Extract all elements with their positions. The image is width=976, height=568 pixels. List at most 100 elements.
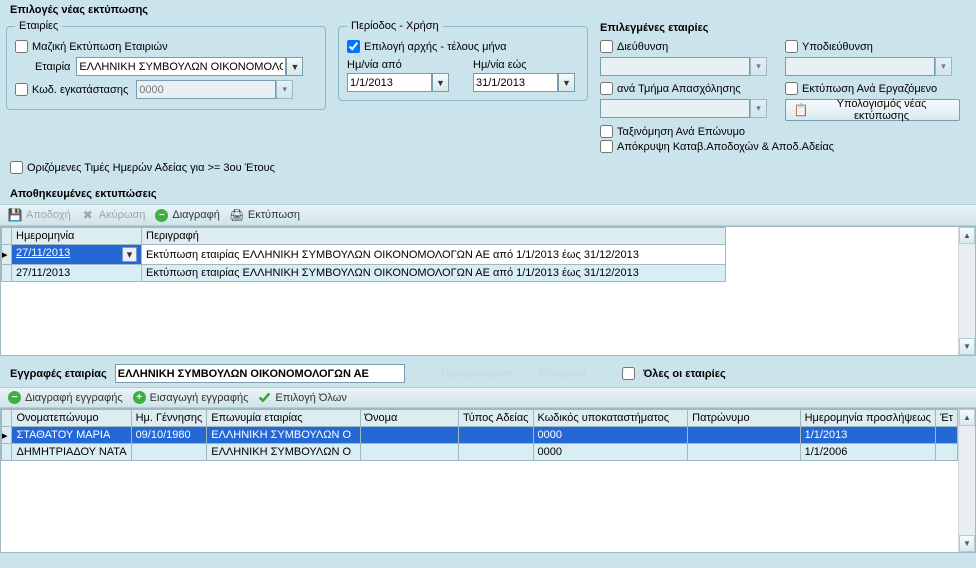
print-label: Εκτύπωση — [248, 209, 300, 221]
rec-scroll-up-icon[interactable]: ▲ — [959, 409, 975, 426]
scroll-down-icon[interactable]: ▼ — [959, 338, 975, 355]
records-grid[interactable]: Ονοματεπώνυμο Ημ. Γέννησης Επωνυμία εται… — [1, 409, 958, 461]
saved-scrollbar[interactable]: ▲ ▼ — [958, 227, 975, 355]
cell — [688, 427, 800, 444]
col-corp[interactable]: Επωνυμία εταιρίας — [207, 410, 360, 427]
table-row[interactable]: ΔΗΜΗΤΡΙΑΔΟΥ ΝΑΤΑΕΛΛΗΝΙΚΗ ΣΥΜΒΟΥΛΩΝ Ο0000… — [2, 444, 958, 461]
date-to-input[interactable] — [473, 73, 558, 92]
insert-row-label: Εισαγωγή εγγραφής — [150, 392, 249, 404]
records-scrollbar[interactable]: ▲ ▼ — [958, 409, 975, 552]
cell: 0000 — [533, 444, 688, 461]
scroll-up-icon[interactable]: ▲ — [959, 227, 975, 244]
all-companies-checkbox[interactable] — [622, 367, 635, 380]
cancel-button[interactable]: ✖ Ακύρωση — [81, 208, 146, 222]
calc-button[interactable]: 📋 Υπολογισμός νέας εκτύπωσης — [785, 99, 960, 121]
install-code-label: Κωδ. εγκατάστασης — [32, 84, 128, 96]
col-oname[interactable]: Όνομα — [360, 410, 458, 427]
company-combo[interactable] — [76, 57, 286, 76]
delete-icon — [155, 209, 168, 222]
subdirection-combo[interactable] — [785, 57, 935, 76]
subdirection-checkbox[interactable] — [785, 40, 798, 53]
bulk-print-checkbox[interactable] — [15, 40, 28, 53]
cell: 0000 — [533, 427, 688, 444]
options-region: Εταιρίες Μαζική Εκτύπωση Εταιριών Εταιρί… — [0, 18, 976, 182]
cell — [360, 444, 458, 461]
col-hire[interactable]: Ημερομηνία προσλήψεως — [800, 410, 935, 427]
defined-days-checkbox[interactable] — [10, 161, 23, 174]
col-desc-header[interactable]: Περιγραφή — [142, 228, 726, 245]
delete-row-icon — [8, 391, 21, 404]
accept-button[interactable]: 💾 Αποδοχή — [8, 208, 71, 222]
range-label: Επιλογή αρχής - τέλους μήνα — [364, 41, 506, 53]
col-leave[interactable]: Τύπος Αδείας — [458, 410, 533, 427]
records-toolbar: Διαγραφή εγγραφής Εισαγωγή εγγραφής Επιλ… — [0, 387, 976, 408]
next-button[interactable]: Επόμενη — [539, 368, 586, 380]
col-date-header[interactable]: Ημερομηνία — [12, 228, 142, 245]
rec-scroll-down-icon[interactable]: ▼ — [959, 535, 975, 552]
install-code-combo-button[interactable]: ▾ — [276, 80, 293, 99]
row-indicator — [2, 265, 12, 282]
cell-date: 27/11/2013 ▾ — [12, 245, 142, 265]
cell: 1/1/2006 — [800, 444, 935, 461]
selected-title: Επιλεγμένες εταιρίες — [600, 20, 970, 38]
records-company-field[interactable] — [115, 364, 405, 383]
by-dept-combo-button[interactable]: ▾ — [750, 99, 767, 118]
row-indicator — [2, 444, 12, 461]
by-dept-label: ανά Τμήμα Απασχόλησης — [617, 83, 741, 95]
saved-grid-wrapper: Ημερομηνία Περιγραφή ▸27/11/2013 ▾Εκτύπω… — [0, 226, 976, 356]
bulk-print-label: Μαζική Εκτύπωση Εταιριών — [32, 41, 168, 53]
date-from-label: Ημ/νία από — [347, 59, 449, 71]
col-dob[interactable]: Ημ. Γέννησης — [131, 410, 207, 427]
direction-combo[interactable] — [600, 57, 750, 76]
sort-surname-checkbox[interactable] — [600, 125, 613, 138]
table-row[interactable]: ▸ΣΤΑΘΑΤΟΥ ΜΑΡΙΑ09/10/1980ΕΛΛΗΝΙΚΗ ΣΥΜΒΟΥ… — [2, 427, 958, 444]
install-code-combo[interactable] — [136, 80, 276, 99]
companies-legend: Εταιρίες — [15, 20, 62, 32]
date-from-button[interactable]: ▼ — [432, 73, 449, 92]
prev-button[interactable]: Προηγούμενη — [441, 368, 513, 380]
cell: 1/1/2013 — [800, 427, 935, 444]
period-fieldset: Περίοδος - Χρήση Επιλογή αρχής - τέλους … — [338, 20, 588, 101]
col-name[interactable]: Ονοματεπώνυμο — [12, 410, 131, 427]
table-row[interactable]: 27/11/2013Εκτύπωση εταιρίας ΕΛΛΗΝΙΚΗ ΣΥΜ… — [2, 265, 726, 282]
calc-icon: 📋 — [794, 103, 808, 117]
delete-row-button[interactable]: Διαγραφή εγγραφής — [8, 391, 123, 404]
col-branch[interactable]: Κωδικός υποκαταστήματος — [533, 410, 688, 427]
select-all-button[interactable]: Επιλογή Όλων — [258, 391, 346, 404]
cell: ΕΛΛΗΝΙΚΗ ΣΥΜΒΟΥΛΩΝ Ο — [207, 427, 360, 444]
companies-fieldset: Εταιρίες Μαζική Εκτύπωση Εταιριών Εταιρί… — [6, 20, 326, 110]
cell — [935, 427, 957, 444]
by-dept-combo[interactable] — [600, 99, 750, 118]
row-indicator: ▸ — [2, 427, 12, 444]
insert-row-button[interactable]: Εισαγωγή εγγραφής — [133, 391, 249, 404]
delete-row-label: Διαγραφή εγγραφής — [25, 392, 123, 404]
hide-payroll-checkbox[interactable] — [600, 140, 613, 153]
cell: 09/10/1980 — [131, 427, 207, 444]
table-row[interactable]: ▸27/11/2013 ▾Εκτύπωση εταιρίας ΕΛΛΗΝΙΚΗ … — [2, 245, 726, 265]
cell — [458, 444, 533, 461]
range-checkbox[interactable] — [347, 40, 360, 53]
print-button[interactable]: 🖨 Εκτύπωση — [230, 208, 300, 222]
date-to-button[interactable]: ▼ — [558, 73, 575, 92]
direction-checkbox[interactable] — [600, 40, 613, 53]
records-title: Εγγραφές εταιρίας — [10, 368, 107, 380]
by-dept-checkbox[interactable] — [600, 82, 613, 95]
cell-desc: Εκτύπωση εταιρίας ΕΛΛΗΝΙΚΗ ΣΥΜΒΟΥΛΩΝ ΟΙΚ… — [142, 265, 726, 282]
print-icon: 🖨 — [230, 208, 244, 222]
date-from-input[interactable] — [347, 73, 432, 92]
company-combo-button[interactable]: ▼ — [286, 57, 303, 76]
col-year[interactable]: Έτ — [935, 410, 957, 427]
install-code-checkbox[interactable] — [15, 83, 28, 96]
sort-surname-label: Ταξινόμηση Ανά Επώνυμο — [617, 126, 745, 138]
col-father[interactable]: Πατρώνυμο — [688, 410, 800, 427]
per-employee-checkbox[interactable] — [785, 82, 798, 95]
delete-button[interactable]: Διαγραφή — [155, 209, 220, 222]
row-indicator-header — [2, 228, 12, 245]
records-header: Εγγραφές εταιρίας Προηγούμενη Επόμενη Όλ… — [0, 356, 976, 387]
saved-grid[interactable]: Ημερομηνία Περιγραφή ▸27/11/2013 ▾Εκτύπω… — [1, 227, 726, 282]
page-title: Επιλογές νέας εκτύπωσης — [0, 0, 976, 18]
check-icon — [258, 391, 271, 404]
direction-combo-button[interactable]: ▾ — [750, 57, 767, 76]
subdirection-combo-button[interactable]: ▾ — [935, 57, 952, 76]
saved-prints-title: Αποθηκευμένες εκτυπώσεις — [0, 182, 976, 204]
